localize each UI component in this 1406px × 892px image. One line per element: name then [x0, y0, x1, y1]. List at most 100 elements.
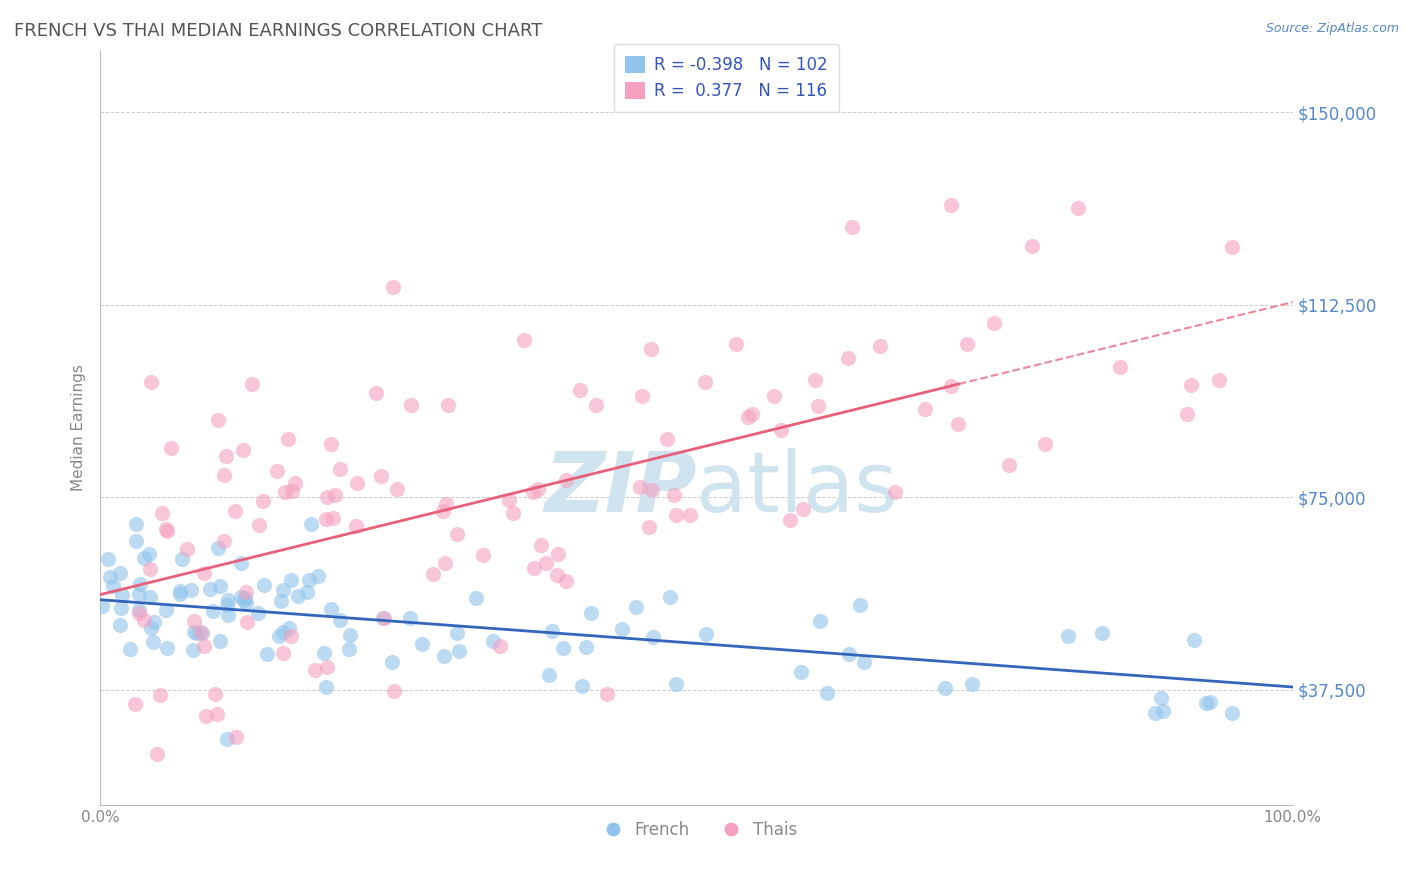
French	[169, 587, 191, 601]
French	[399, 611, 422, 625]
Thais	[382, 684, 405, 698]
Thais	[941, 197, 963, 211]
French	[235, 596, 257, 610]
French	[339, 628, 361, 642]
French	[128, 602, 150, 616]
French	[181, 642, 204, 657]
French	[118, 641, 141, 656]
French	[180, 582, 202, 597]
French	[307, 568, 329, 582]
French	[98, 569, 121, 583]
Thais	[207, 412, 229, 426]
French	[610, 622, 633, 636]
French	[125, 534, 148, 549]
French	[1150, 691, 1173, 706]
Thais	[547, 547, 569, 561]
Thais	[319, 437, 342, 451]
French	[208, 579, 231, 593]
French	[319, 602, 342, 616]
French	[277, 621, 299, 635]
French	[209, 634, 232, 648]
French	[110, 566, 132, 581]
French	[280, 573, 302, 587]
French	[790, 665, 813, 679]
French	[169, 583, 191, 598]
Text: FRENCH VS THAI MEDIAN EARNINGS CORRELATION CHART: FRENCH VS THAI MEDIAN EARNINGS CORRELATI…	[14, 22, 543, 40]
Thais	[569, 384, 592, 398]
Thais	[513, 333, 536, 347]
French	[297, 573, 319, 587]
French	[579, 607, 602, 621]
Thais	[315, 512, 337, 526]
Thais	[212, 533, 235, 548]
French	[1220, 706, 1243, 720]
French	[1091, 625, 1114, 640]
Thais	[948, 417, 970, 431]
French	[229, 556, 252, 570]
Thais	[807, 400, 830, 414]
French	[1144, 706, 1167, 721]
French	[446, 625, 468, 640]
Text: Source: ZipAtlas.com: Source: ZipAtlas.com	[1265, 22, 1399, 36]
Thais	[280, 629, 302, 643]
French	[551, 641, 574, 656]
Y-axis label: Median Earnings: Median Earnings	[72, 365, 86, 491]
Thais	[1175, 407, 1198, 421]
French	[808, 615, 831, 629]
Thais	[498, 492, 520, 507]
French	[658, 591, 681, 605]
Thais	[446, 527, 468, 541]
French	[540, 624, 562, 639]
Thais	[640, 483, 662, 497]
Thais	[1220, 240, 1243, 254]
Thais	[530, 538, 553, 552]
French	[665, 676, 688, 690]
Thais	[432, 504, 454, 518]
French	[301, 517, 323, 532]
French	[1182, 633, 1205, 648]
Thais	[655, 432, 678, 446]
Thais	[240, 376, 263, 391]
Thais	[763, 390, 786, 404]
Thais	[399, 399, 422, 413]
French	[170, 552, 193, 566]
Thais	[316, 491, 339, 505]
French	[101, 579, 124, 593]
Thais	[150, 507, 173, 521]
Thais	[804, 373, 827, 387]
French	[1199, 695, 1222, 709]
Thais	[252, 494, 274, 508]
French	[218, 593, 240, 607]
French	[337, 641, 360, 656]
French	[433, 649, 456, 664]
French	[247, 606, 270, 620]
Text: ZIP: ZIP	[544, 448, 696, 529]
French	[186, 626, 208, 640]
Thais	[134, 613, 156, 627]
Thais	[522, 484, 544, 499]
Thais	[190, 625, 212, 640]
Thais	[489, 639, 512, 653]
French	[125, 516, 148, 531]
Thais	[284, 475, 307, 490]
Thais	[346, 475, 368, 490]
Thais	[555, 473, 578, 487]
Thais	[585, 398, 607, 412]
French	[252, 578, 274, 592]
French	[695, 627, 717, 641]
Thais	[534, 556, 557, 570]
Thais	[956, 337, 979, 351]
Thais	[1033, 437, 1056, 451]
Thais	[235, 585, 257, 599]
Thais	[914, 401, 936, 416]
French	[411, 637, 433, 651]
Thais	[316, 659, 339, 673]
French	[271, 625, 294, 640]
French	[201, 604, 224, 618]
French	[139, 591, 162, 605]
Thais	[205, 707, 228, 722]
Thais	[124, 697, 146, 711]
French	[1195, 697, 1218, 711]
French	[138, 547, 160, 561]
Thais	[1208, 373, 1230, 387]
